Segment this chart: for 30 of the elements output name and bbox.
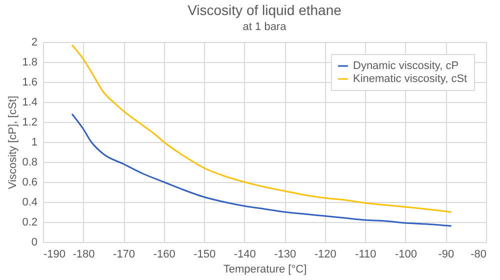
chart-title: Viscosity of liquid ethane xyxy=(188,2,342,18)
x-tick-label: -160 xyxy=(153,248,176,260)
x-tick-label: -140 xyxy=(234,248,256,260)
chart-subtitle: at 1 bara xyxy=(242,21,288,33)
y-tick-label: 0.4 xyxy=(22,196,38,208)
x-tick-label: -120 xyxy=(314,248,336,260)
x-tick-label: -150 xyxy=(194,248,216,260)
x-tick-label: -80 xyxy=(470,248,486,260)
y-tick-label: 0.6 xyxy=(22,176,38,188)
y-tick-label: 1.8 xyxy=(22,56,38,68)
x-axis-title: Temperature [°C] xyxy=(223,264,307,276)
legend-label: Dynamic viscosity, cP xyxy=(353,60,459,72)
y-tick-label: 1.4 xyxy=(22,96,38,108)
legend-label: Kinematic viscosity, cSt xyxy=(353,73,468,85)
line-series xyxy=(71,113,452,227)
x-tick-label: -110 xyxy=(355,248,376,260)
x-tick-label: -190 xyxy=(44,248,66,260)
y-axis-title: Viscosity [cP], [cSt] xyxy=(7,96,20,190)
x-tick-label: -130 xyxy=(274,248,296,260)
x-tick-label: -180 xyxy=(72,248,95,260)
y-tick-label: 2 xyxy=(31,36,38,48)
y-tick-label: 0.8 xyxy=(22,156,38,168)
y-tick-label: 1 xyxy=(31,136,38,148)
x-tick-label: -170 xyxy=(113,248,136,260)
y-tick-label: 0.2 xyxy=(22,216,38,228)
y-tick-label: 0 xyxy=(31,236,38,248)
y-tick-label: 1.6 xyxy=(22,76,38,88)
y-tick-label: 1.2 xyxy=(22,116,38,128)
x-tick-label: -90 xyxy=(438,248,454,260)
x-tick-label: -100 xyxy=(394,248,417,260)
